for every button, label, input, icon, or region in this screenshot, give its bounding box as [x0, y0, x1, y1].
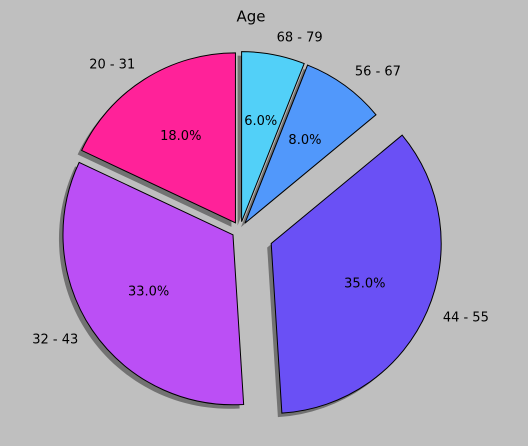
slice-label: 56 - 67 [355, 64, 401, 79]
percent-label: 35.0% [344, 277, 385, 292]
slice [244, 64, 377, 224]
percent-label: 33.0% [128, 285, 169, 300]
slice-label: 32 - 43 [32, 332, 78, 347]
percent-label: 18.0% [160, 129, 201, 144]
slice [270, 134, 442, 414]
percent-label: 6.0% [244, 114, 277, 129]
slice-label: 68 - 79 [277, 30, 323, 45]
slice [241, 51, 305, 222]
chart-title: Age [236, 8, 265, 26]
slice [80, 52, 236, 224]
slice [62, 161, 245, 406]
slice-label: 20 - 31 [89, 57, 135, 72]
slice-label: 44 - 55 [443, 310, 489, 325]
percent-label: 8.0% [288, 133, 321, 148]
